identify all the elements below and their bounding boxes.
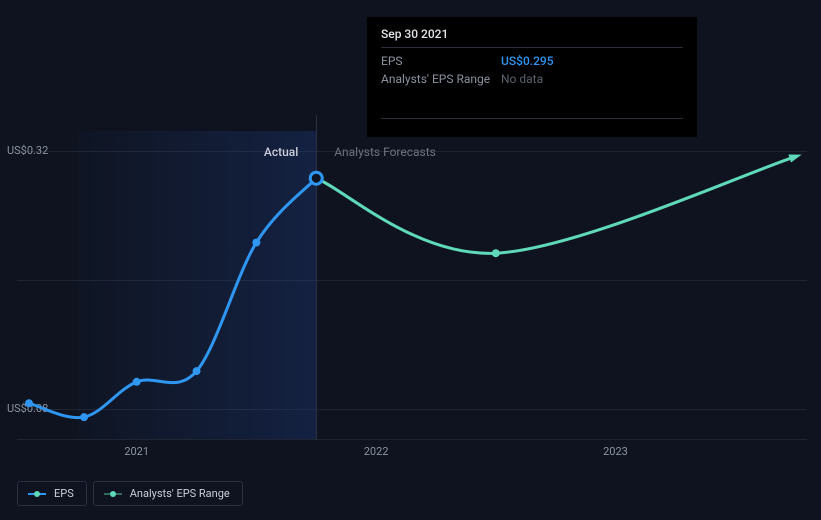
legend-item-eps[interactable]: EPS: [17, 481, 87, 506]
legend-item-range[interactable]: Analysts' EPS Range: [93, 481, 243, 506]
tooltip: Sep 30 2021 EPS US$0.295 Analysts' EPS R…: [367, 17, 697, 137]
tooltip-label: Analysts' EPS Range: [381, 72, 501, 86]
legend-label: EPS: [54, 487, 74, 500]
tooltip-row-eps: EPS US$0.295: [381, 52, 683, 70]
tooltip-row-range: Analysts' EPS Range No data: [381, 70, 683, 88]
legend: EPS Analysts' EPS Range: [17, 481, 243, 506]
legend-marker-icon: [28, 490, 46, 498]
legend-dot: [34, 491, 40, 497]
tooltip-label: EPS: [381, 54, 501, 68]
tooltip-divider: [381, 118, 683, 119]
x-axis-label: 2022: [364, 445, 389, 458]
legend-marker-icon: [104, 490, 122, 498]
chart-lines: [17, 130, 807, 440]
tooltip-value: US$0.295: [501, 54, 554, 68]
x-axis-label: 2021: [124, 445, 149, 458]
tooltip-value: No data: [501, 72, 543, 86]
tooltip-date: Sep 30 2021: [381, 27, 683, 48]
legend-dot: [110, 491, 116, 497]
x-axis-label: 2023: [603, 445, 628, 458]
legend-label: Analysts' EPS Range: [130, 487, 230, 500]
